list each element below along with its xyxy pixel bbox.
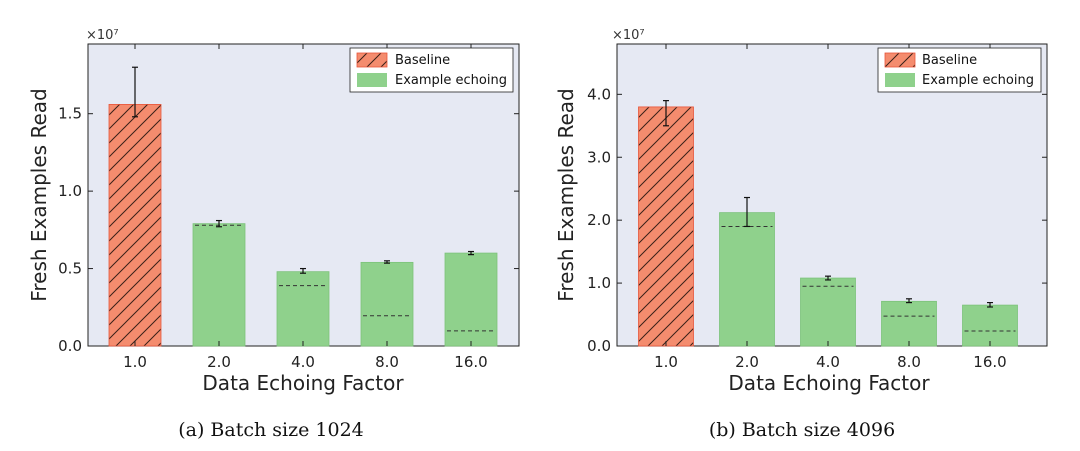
x-tick-label: 2.0 bbox=[207, 353, 231, 371]
x-axis-label-a: Data Echoing Factor bbox=[202, 371, 404, 395]
x-tick-label: 4.0 bbox=[291, 353, 315, 371]
bars-b bbox=[638, 100, 1018, 347]
y-multiplier-b: ×10⁷ bbox=[612, 28, 645, 43]
bar-example-echoing bbox=[719, 212, 775, 347]
legend-label-baseline-b: Baseline bbox=[922, 53, 977, 68]
bar-example-echoing bbox=[881, 300, 937, 347]
ticks-b: 0.0 1.0 2.0 3.0 4.0 1.0 2.0 4.0 8.0 16.0 bbox=[587, 44, 1047, 371]
y-tick-label: 1.0 bbox=[58, 182, 82, 200]
bar-example-echoing bbox=[192, 223, 246, 347]
x-tick-label: 16.0 bbox=[454, 353, 487, 371]
bar-example-echoing bbox=[962, 304, 1018, 347]
y-multiplier-a: ×10⁷ bbox=[86, 28, 119, 43]
x-tick-label: 16.0 bbox=[973, 353, 1006, 371]
ticks-a: 0.0 0.5 1.0 1.5 1.0 2.0 4.0 8.0 16.0 bbox=[58, 44, 519, 371]
legend-label-echoing-b: Example echoing bbox=[922, 73, 1034, 88]
y-tick-label: 0.5 bbox=[58, 260, 82, 278]
y-tick-label: 0.0 bbox=[587, 337, 611, 355]
panel-a: 0.0 0.5 1.0 1.5 1.0 2.0 4.0 8.0 16.0 ×10⁷ Fresh … bbox=[27, 28, 520, 441]
legend-swatch-baseline-a bbox=[356, 52, 388, 68]
bar-example-echoing bbox=[360, 261, 414, 347]
caption-b: (b) Batch size 4096 bbox=[709, 419, 895, 441]
caption-a: (a) Batch size 1024 bbox=[178, 419, 364, 441]
x-tick-label: 4.0 bbox=[816, 353, 840, 371]
legend-swatch-echoing-a bbox=[357, 73, 387, 87]
x-tick-label: 8.0 bbox=[897, 353, 921, 371]
legend-b: Baseline Example echoing bbox=[877, 47, 1042, 93]
legend-a: Baseline Example echoing bbox=[349, 47, 514, 93]
legend-label-baseline-a: Baseline bbox=[395, 53, 450, 68]
bar-example-echoing bbox=[444, 252, 498, 347]
y-tick-label: 1.0 bbox=[587, 274, 611, 292]
x-axis-label-b: Data Echoing Factor bbox=[728, 371, 930, 395]
legend-swatch-baseline-b bbox=[884, 52, 916, 68]
bar-baseline bbox=[638, 106, 694, 347]
x-tick-label: 8.0 bbox=[375, 353, 399, 371]
y-axis-label-b: Fresh Examples Read bbox=[554, 88, 578, 301]
y-tick-label: 1.5 bbox=[58, 105, 82, 123]
legend-swatch-echoing-b bbox=[885, 73, 915, 87]
bars-a bbox=[108, 66, 498, 347]
legend-label-echoing-a: Example echoing bbox=[395, 73, 507, 88]
y-tick-label: 3.0 bbox=[587, 148, 611, 166]
x-tick-label: 1.0 bbox=[123, 353, 147, 371]
bar-example-echoing bbox=[276, 271, 330, 347]
y-tick-label: 2.0 bbox=[587, 211, 611, 229]
bar-baseline bbox=[108, 104, 162, 347]
bar-example-echoing bbox=[800, 277, 856, 347]
y-axis-label-a: Fresh Examples Read bbox=[27, 88, 51, 301]
x-tick-label: 1.0 bbox=[654, 353, 678, 371]
y-tick-label: 4.0 bbox=[587, 85, 611, 103]
x-tick-label: 2.0 bbox=[735, 353, 759, 371]
y-tick-label: 0.0 bbox=[58, 337, 82, 355]
panel-b: 0.0 1.0 2.0 3.0 4.0 1.0 2.0 4.0 8.0 16.0 ×10⁷ Fre… bbox=[554, 28, 1048, 441]
